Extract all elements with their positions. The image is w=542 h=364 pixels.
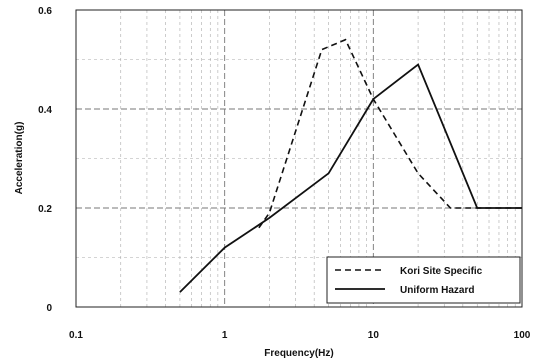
plot-area-border xyxy=(75,9,523,308)
series-layer xyxy=(179,38,522,293)
legend-label-kori: Kori Site Specific xyxy=(400,266,483,277)
x-tick-label: 1 xyxy=(222,330,228,341)
legend-label-uniform: Uniform Hazard xyxy=(400,285,474,296)
x-tick-label: 10 xyxy=(368,330,380,341)
y-tick-label: 0.2 xyxy=(38,204,52,215)
legend-box xyxy=(326,256,521,304)
legend: Kori Site Specific Uniform Hazard xyxy=(326,256,521,304)
x-tick-label: 0.1 xyxy=(69,330,83,341)
x-axis-label: Frequency(Hz) xyxy=(264,348,333,359)
y-tick-label: 0.4 xyxy=(38,105,52,116)
y-tick-label: 0.6 xyxy=(38,6,52,17)
tick-labels: 0.1 1 10 100 0 0.2 0.4 0.6 xyxy=(38,6,531,341)
series-line-uniform-hazard xyxy=(179,63,522,293)
y-tick-label: 0 xyxy=(46,303,52,314)
x-tick-label: 100 xyxy=(514,330,531,341)
y-axis-label: Acceleration(g) xyxy=(14,122,25,195)
series-line-kori-site-specific xyxy=(258,38,522,229)
